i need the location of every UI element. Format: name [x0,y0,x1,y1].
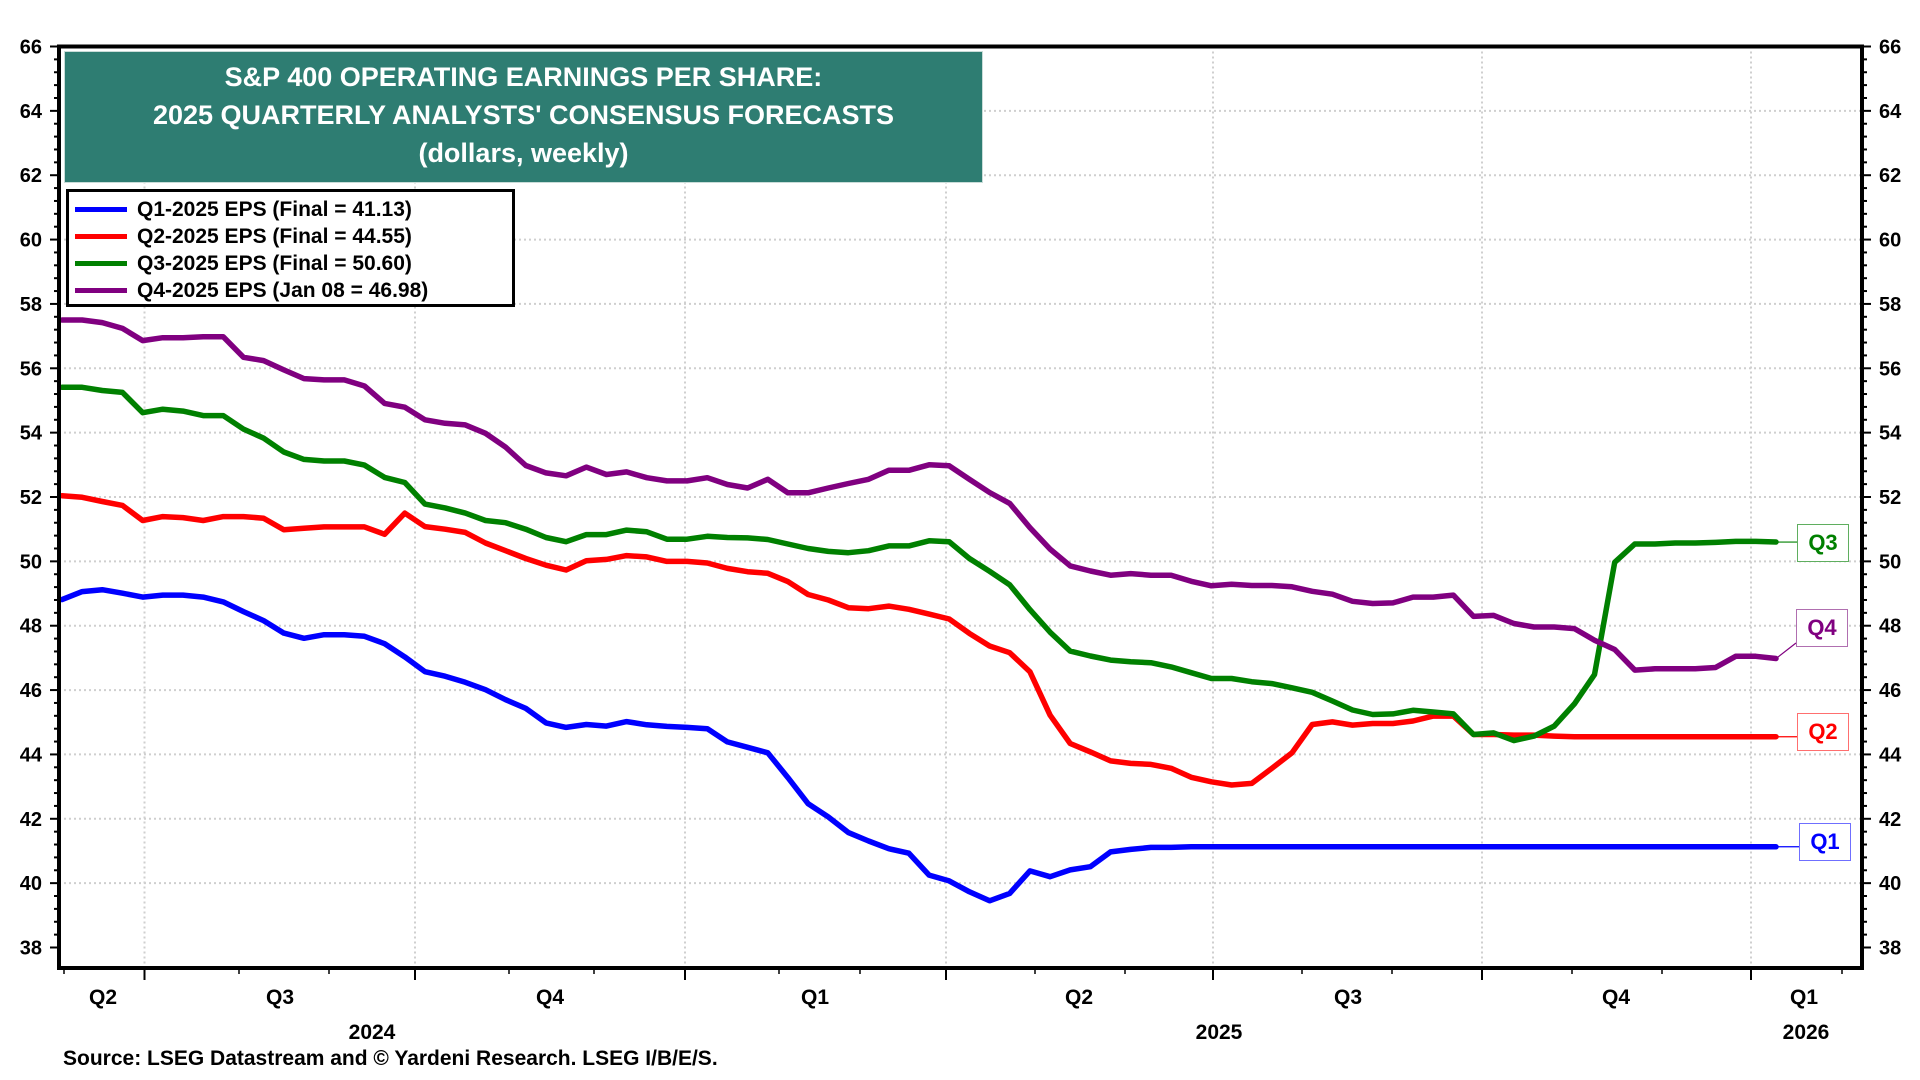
x-year-label: 2024 [349,1021,396,1044]
legend-swatch-q4 [75,288,127,293]
chart-title-line-1: S&P 400 OPERATING EARNINGS PER SHARE: [224,62,823,92]
legend-label-q3: Q3-2025 EPS (Final = 50.60) [137,251,412,275]
x-quarter-label: Q1 [801,986,829,1009]
x-year-label: 2026 [1783,1021,1830,1044]
y-tick-label-right: 64 [1879,101,1902,123]
end-label-q3: Q3 [1797,524,1849,562]
series-line-q3 [59,384,1779,744]
y-tick-label-left: 46 [20,680,42,702]
x-quarter-label: Q3 [1334,986,1362,1009]
y-tick-label-left: 44 [20,744,43,766]
y-tick-label-right: 54 [1879,423,1902,445]
end-label-q1: Q1 [1799,823,1851,861]
x-quarter-label: Q3 [266,986,294,1009]
y-tick-label-left: 54 [20,423,43,445]
legend-swatch-q3 [75,261,127,266]
y-tick-label-right: 46 [1879,680,1901,702]
source-note: Source: LSEG Datastream and © Yardeni Re… [63,1047,718,1070]
y-tick-label-right: 44 [1879,744,1902,766]
y-tick-label-right: 50 [1879,551,1901,573]
y-tick-label-left: 58 [20,294,42,316]
legend-swatch-q1 [75,207,127,212]
legend-item-q4: Q4-2025 EPS (Jan 08 = 46.98) [75,277,512,304]
y-tick-label-left: 52 [20,487,42,509]
y-tick-label-right: 52 [1879,487,1901,509]
y-tick-label-right: 40 [1879,873,1901,895]
y-tick-label-right: 38 [1879,938,1901,960]
chart-title-line-2: 2025 QUARTERLY ANALYSTS' CONSENSUS FOREC… [152,100,895,130]
y-tick-label-right: 62 [1879,165,1901,187]
y-tick-label-left: 60 [20,230,42,252]
end-label-q2: Q2 [1797,713,1849,751]
legend-item-q3: Q3-2025 EPS (Final = 50.60) [75,250,512,277]
y-tick-label-right: 56 [1879,358,1901,380]
chart-title-box: S&P 400 OPERATING EARNINGS PER SHARE: 20… [64,51,983,183]
chart-subtitle: (dollars, weekly) [418,138,629,168]
y-tick-label-left: 66 [20,37,42,59]
y-tick-label-left: 38 [20,938,42,960]
end-label-connectors [1775,541,1799,848]
y-tick-label-left: 50 [20,551,42,573]
y-tick-label-right: 48 [1879,616,1901,638]
plot-frame [57,44,1864,970]
legend: Q1-2025 EPS (Final = 41.13) Q2-2025 EPS … [66,189,515,307]
gridlines [59,46,1862,968]
legend-label-q2: Q2-2025 EPS (Final = 44.55) [137,224,412,248]
x-quarter-label: Q2 [89,986,117,1009]
series-line-q4 [59,317,1779,673]
legend-item-q2: Q2-2025 EPS (Final = 44.55) [75,223,512,250]
legend-label-q1: Q1-2025 EPS (Final = 41.13) [137,197,412,221]
y-tick-label-left: 64 [20,101,43,123]
legend-item-q1: Q1-2025 EPS (Final = 41.13) [75,196,512,223]
y-tick-label-left: 62 [20,165,42,187]
y-tick-label-right: 66 [1879,37,1901,59]
y-tick-label-right: 58 [1879,294,1901,316]
legend-swatch-q2 [75,234,127,239]
series-lines [59,317,1779,904]
end-label-q4: Q4 [1796,609,1848,647]
legend-label-q4: Q4-2025 EPS (Jan 08 = 46.98) [137,278,429,302]
axes: 38 38 40 40 42 42 44 44 46 46 48 48 50 50 52 52 54 54 56 56… [20,37,1902,1045]
y-tick-label-right: 60 [1879,230,1901,252]
y-tick-label-left: 56 [20,358,42,380]
y-tick-label-left: 40 [20,873,42,895]
x-quarter-label: Q1 [1790,986,1818,1009]
x-quarter-label: Q2 [1065,986,1093,1009]
x-year-label: 2025 [1196,1021,1243,1044]
y-tick-label-left: 48 [20,616,42,638]
connector-q4 [1775,642,1797,660]
x-quarter-label: Q4 [1602,986,1630,1009]
y-tick-label-right: 42 [1879,809,1901,831]
plot-border [57,44,1864,970]
x-quarter-label: Q4 [536,986,564,1009]
series-line-q1 [59,586,1779,904]
y-tick-label-left: 42 [20,809,42,831]
